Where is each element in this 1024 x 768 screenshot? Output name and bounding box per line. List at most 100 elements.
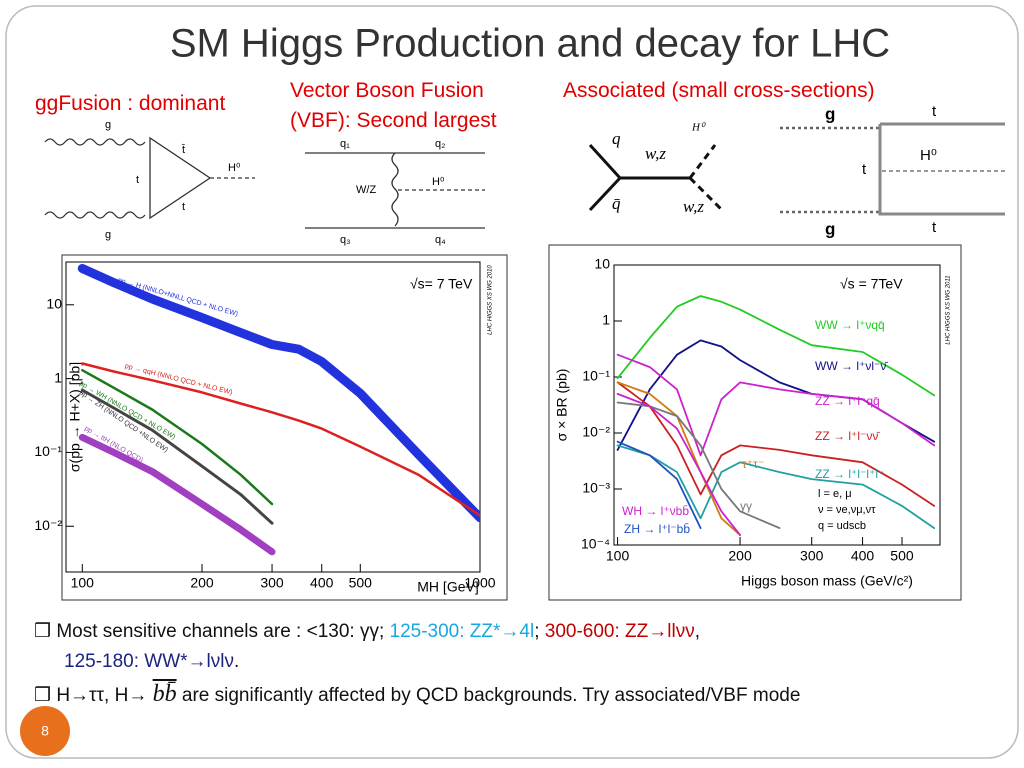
annotation: ν = νe,νμ,ντ bbox=[818, 504, 876, 516]
chart-frame bbox=[61, 254, 508, 601]
bullet-text: , bbox=[694, 621, 700, 642]
x-axis-label: Higgs boson mass (GeV/c²) bbox=[741, 573, 913, 589]
annotation: l = e, μ bbox=[818, 488, 852, 500]
heading: Associated (small cross-sections) bbox=[563, 79, 875, 102]
annotation: LHC HIGGS XS WG 2010 bbox=[488, 265, 494, 335]
x-tick-label: 500 bbox=[890, 548, 914, 564]
diagram-label: g bbox=[105, 229, 111, 241]
assoc-diagram bbox=[780, 122, 1005, 216]
diagram-label: w,z bbox=[683, 197, 704, 216]
x-tick-label: 400 bbox=[851, 548, 875, 564]
bullet-cont: 125-180: WW*→lνlν. bbox=[64, 651, 239, 673]
diagram-label: t bbox=[932, 103, 937, 120]
series-label: γγ bbox=[740, 499, 752, 513]
series-line bbox=[81, 362, 480, 517]
x-tick-label: 100 bbox=[71, 575, 95, 591]
y-tick-label: 10 bbox=[594, 256, 610, 272]
bullet: ❒ Most sensitive channels are : <130: γγ… bbox=[34, 621, 700, 642]
slide-title: SM Higgs Production and decay for LHC bbox=[170, 22, 890, 66]
series-label: ZZ → l⁺l⁻qq̄ bbox=[815, 394, 880, 408]
y-axis-label: σ(pp → H+X) [pb] bbox=[67, 362, 83, 472]
heading: (VBF): Second largest bbox=[290, 109, 497, 132]
bullet-text: are significantly affected by QCD backgr… bbox=[176, 685, 801, 706]
diagram-label: g bbox=[825, 104, 835, 123]
y-tick-label: 1 bbox=[602, 312, 610, 328]
y-tick-label: 10⁻² bbox=[582, 424, 610, 440]
diagram-label: t bbox=[136, 174, 139, 186]
diagram-label: H⁰ bbox=[920, 147, 937, 164]
diagram-label: q bbox=[612, 129, 621, 148]
diagram-label: q̄ bbox=[612, 194, 621, 213]
bullet-text: Most sensitive channels are : <130: γγ; bbox=[56, 621, 390, 642]
y-tick-label: 10⁻² bbox=[34, 517, 62, 533]
diagram-label: q₁ bbox=[340, 138, 350, 150]
series-label: WW → l⁺νqq̄ bbox=[815, 318, 885, 332]
x-tick-label: 300 bbox=[800, 548, 824, 564]
series-label: τ⁺τ⁻ bbox=[742, 457, 764, 471]
series-label: WH → l⁺νbb̄ bbox=[622, 504, 689, 518]
annotation: √s = 7TeV bbox=[840, 276, 903, 292]
x-tick-label: 200 bbox=[190, 575, 214, 591]
bullet-text: . bbox=[234, 651, 240, 672]
series-label: ZZ → l⁺l⁻νν̄ bbox=[815, 429, 880, 443]
heading: Vector Boson Fusion bbox=[290, 79, 484, 102]
diagram-label: t bbox=[182, 201, 185, 213]
diagram-label: q₄ bbox=[435, 234, 446, 246]
diagram-label: H⁰ bbox=[228, 162, 241, 174]
assoc-diagram bbox=[588, 143, 724, 212]
diagram-label: g bbox=[825, 219, 835, 238]
x-tick-label: 400 bbox=[310, 575, 334, 591]
series-line bbox=[81, 368, 274, 506]
y-tick-label: 10 bbox=[46, 296, 62, 312]
series-line bbox=[616, 444, 936, 529]
series-line bbox=[77, 264, 480, 523]
diagram-label: W/Z bbox=[356, 184, 376, 196]
series-label: WW → l⁺νl⁻ν̄ bbox=[815, 359, 888, 373]
annotation: q = udscb bbox=[818, 520, 866, 532]
bullet-text: H→ττ, H→ bbox=[56, 685, 153, 706]
x-tick-label: 300 bbox=[260, 575, 284, 591]
bullet-text: ; bbox=[534, 621, 545, 642]
bullet-text: 300-600: ZZ→llνν bbox=[544, 621, 695, 642]
series-line bbox=[616, 381, 936, 507]
series-line bbox=[80, 388, 274, 525]
x-tick-label: 1000 bbox=[464, 575, 495, 591]
diagram-label: t bbox=[862, 161, 867, 178]
annotation: √s= 7 TeV bbox=[410, 276, 473, 292]
page-number: 8 bbox=[41, 723, 49, 739]
ggf-diagram bbox=[44, 136, 255, 220]
x-tick-label: 200 bbox=[728, 548, 752, 564]
bullet-text: 125-300: ZZ*→4l bbox=[389, 621, 535, 642]
diagram-label: t bbox=[932, 219, 937, 236]
y-tick-label: 1 bbox=[54, 369, 62, 385]
bullet-text: 125-180: WW*→lνlν bbox=[64, 651, 234, 672]
diagram-label: w,z bbox=[645, 144, 666, 163]
y-tick-label: 10⁻³ bbox=[582, 480, 610, 496]
slide-frame bbox=[5, 5, 1019, 759]
series-line bbox=[616, 353, 936, 457]
bullet-text: bb̄ bbox=[152, 681, 177, 707]
y-tick-label: 10⁻⁴ bbox=[581, 536, 610, 552]
series-label: ZZ → l⁺l⁻l⁺l⁻ bbox=[815, 467, 884, 481]
series-line bbox=[78, 433, 276, 556]
y-tick-label: 10⁻¹ bbox=[582, 368, 610, 384]
series-line bbox=[616, 295, 936, 397]
diagram-label: H⁰ bbox=[691, 122, 706, 134]
diagram-label: q₃ bbox=[340, 234, 351, 246]
vbf-diagram bbox=[305, 152, 485, 229]
page-badge bbox=[20, 706, 70, 756]
series-line bbox=[616, 440, 702, 529]
x-axis-label: MH [GeV] bbox=[417, 579, 478, 595]
diagram-label: q₂ bbox=[435, 138, 445, 150]
plot-area bbox=[65, 261, 481, 573]
plot-area bbox=[613, 264, 941, 546]
series-label: ZH → l⁺l⁻bb̄ bbox=[624, 522, 690, 536]
heading: ggFusion : dominant bbox=[35, 92, 226, 115]
y-axis-label: σ × BR (pb) bbox=[554, 369, 570, 442]
x-tick-label: 100 bbox=[606, 548, 630, 564]
diagram-label: t̄ bbox=[181, 144, 185, 156]
y-tick-label: 10⁻¹ bbox=[34, 443, 62, 459]
